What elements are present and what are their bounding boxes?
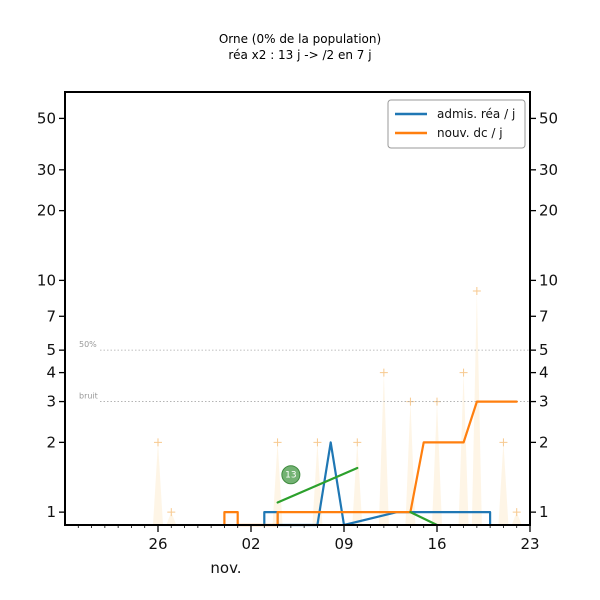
series-layer xyxy=(223,400,518,527)
plot-frame xyxy=(64,91,531,526)
y-tick-label-left-3: 4 xyxy=(46,364,56,382)
y-tick-label-right-6: 10 xyxy=(539,271,558,289)
reference-label-1: bruit xyxy=(79,392,98,401)
y-tick-label-right-3: 4 xyxy=(539,364,549,382)
y-tick-label-left-8: 30 xyxy=(37,161,56,179)
noise-spike-8 xyxy=(458,372,469,525)
y-tick-label-right-8: 30 xyxy=(539,161,558,179)
series-line-0 xyxy=(263,441,492,527)
noise-spike-0 xyxy=(153,442,163,525)
noise-marker-0 xyxy=(154,438,162,447)
y-tick-label-right-4: 5 xyxy=(539,341,549,359)
y-tick-label-left-6: 10 xyxy=(37,271,56,289)
noise-spike-9 xyxy=(471,290,482,525)
x-tick-label-0: 26 xyxy=(148,535,167,553)
noise-spike-1 xyxy=(166,512,177,525)
x-axis: 26 02 09 16 23 xyxy=(77,525,540,553)
x-tick-label-4: 23 xyxy=(520,535,539,553)
y-tick-label-left-0: 1 xyxy=(46,503,56,521)
y-tick-label-right-1: 2 xyxy=(539,433,549,451)
noise-spike-7 xyxy=(432,401,442,525)
y-axis: 1 1 2 2 3 3 4 4 5 5 7 7 10 10 20 20 30 30 50 50 xyxy=(37,109,558,521)
x-month-label: nov. xyxy=(210,559,241,577)
noise-marker-2 xyxy=(273,438,282,447)
y-tick-label-left-9: 50 xyxy=(37,109,56,127)
annotation-text-0: 13 xyxy=(285,471,296,481)
series-line-1 xyxy=(223,400,518,527)
noise-marker-3 xyxy=(313,438,322,447)
reference-label-0: 50% xyxy=(79,340,97,349)
y-tick-label-left-4: 5 xyxy=(46,341,56,359)
y-tick-label-left-5: 7 xyxy=(46,307,56,325)
noise-marker-11 xyxy=(512,508,521,517)
noise-marker-8 xyxy=(459,368,468,377)
noise-spike-5 xyxy=(378,372,389,525)
noise-marker-5 xyxy=(379,368,388,377)
chart-title: Orne (0% de la population) xyxy=(219,32,381,46)
noise-spike-10 xyxy=(498,442,509,525)
noise-spike-4 xyxy=(352,442,363,525)
legend-box xyxy=(387,99,526,149)
x-tick-label-2: 09 xyxy=(334,535,353,553)
noise-spike-11 xyxy=(511,512,522,525)
annotation-badge-0 xyxy=(281,465,301,485)
noise-marker-10 xyxy=(499,438,508,447)
y-tick-label-right-0: 1 xyxy=(539,503,549,521)
noise-marker-4 xyxy=(353,438,362,447)
y-tick-label-left-1: 2 xyxy=(46,433,56,451)
legend: admis. réa / j nouv. dc / j xyxy=(387,99,526,149)
noise-marker-9 xyxy=(472,286,481,295)
noise-marker-6 xyxy=(406,397,415,406)
noise-spike-2 xyxy=(272,442,283,525)
reference-lines: 50% bruit xyxy=(79,340,530,402)
noise-marker-1 xyxy=(167,508,176,517)
series-line-3 xyxy=(409,511,439,527)
y-tick-label-right-5: 7 xyxy=(539,307,549,325)
y-tick-label-left-7: 20 xyxy=(37,202,56,220)
chart-subtitle: réa x2 : 13 j -> /2 en 7 j xyxy=(228,48,371,62)
x-tick-label-3: 16 xyxy=(427,535,446,553)
legend-label-0: admis. réa / j xyxy=(437,107,515,121)
y-tick-label-right-7: 20 xyxy=(539,202,558,220)
y-tick-label-right-2: 3 xyxy=(539,393,549,411)
y-tick-label-left-2: 3 xyxy=(46,393,56,411)
x-tick-label-1: 02 xyxy=(241,535,260,553)
annotations: 13 xyxy=(281,465,301,485)
y-tick-label-right-9: 50 xyxy=(539,109,558,127)
series-line-2 xyxy=(276,466,359,504)
legend-label-1: nouv. dc / j xyxy=(437,126,503,140)
